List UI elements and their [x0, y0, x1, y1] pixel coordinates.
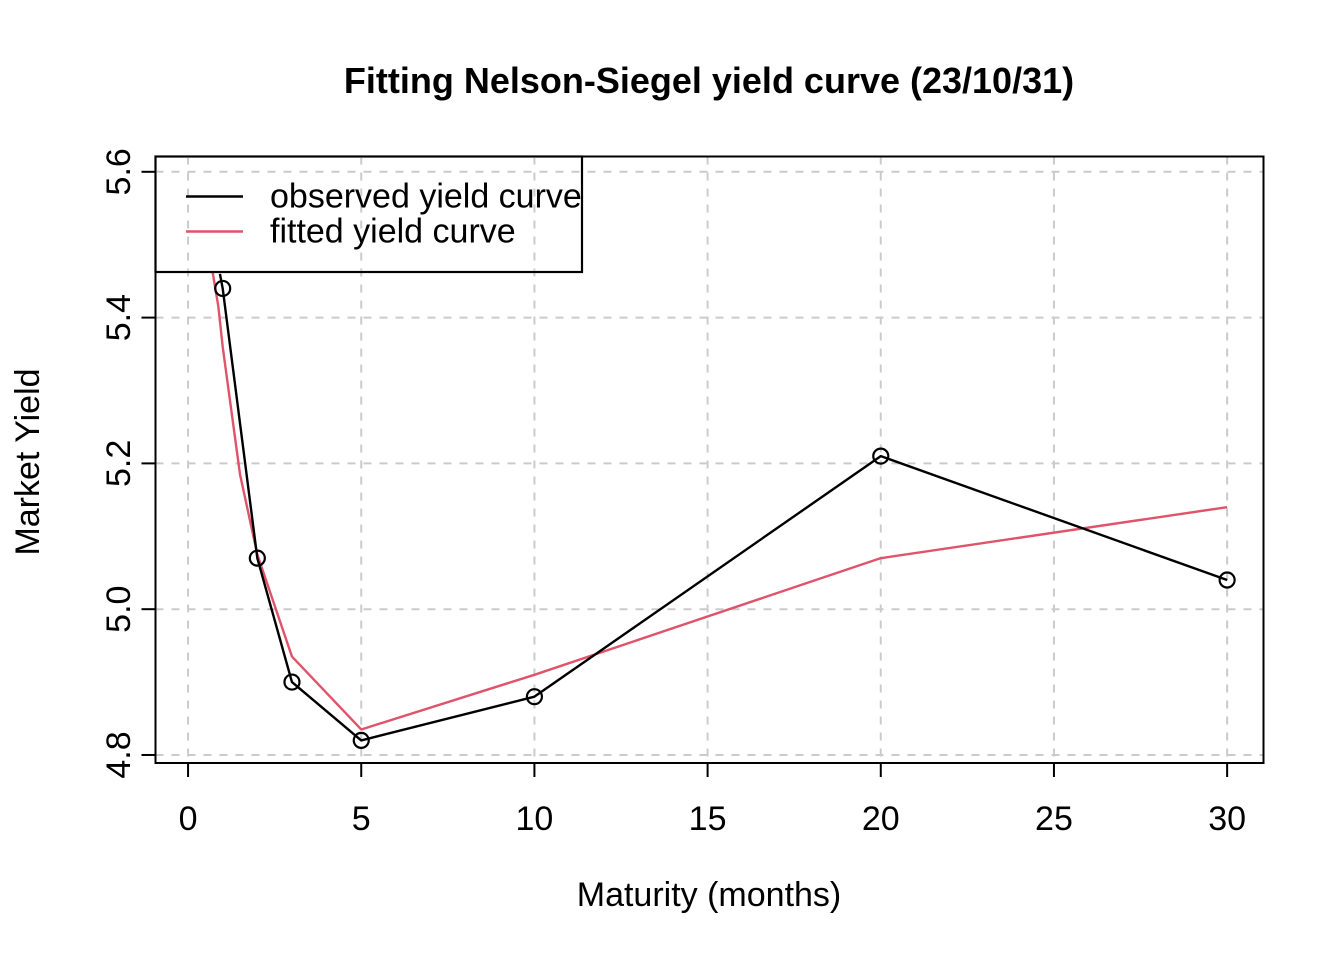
x-axis-title: Maturity (months) — [576, 876, 842, 914]
x-tick-label: 25 — [1035, 800, 1073, 838]
legend-box — [154, 155, 584, 274]
observed-point-marker — [214, 279, 232, 298]
x-tick-label: 5 — [352, 800, 371, 838]
plot-border — [154, 155, 1265, 764]
observed-point-marker — [1218, 571, 1236, 589]
y-tick-label: 5.4 — [100, 294, 138, 341]
observed-curve — [218, 273, 1228, 742]
fitted-curve — [211, 270, 1228, 731]
chart-title: Fitting Nelson-Siegel yield curve (23/10… — [343, 60, 1075, 101]
x-tick-label: 10 — [516, 800, 554, 838]
y-tick-label: 5.0 — [100, 586, 138, 633]
observed-point-marker — [525, 688, 544, 706]
x-tick-label: 15 — [689, 800, 727, 838]
y-tick-label: 5.6 — [100, 148, 138, 195]
x-tick-label: 20 — [862, 800, 900, 838]
legend-grid-overlay — [156, 157, 581, 271]
observed-point-marker — [872, 447, 890, 465]
x-tick-label: 30 — [1208, 800, 1246, 838]
legend-label: observed yield curve — [270, 178, 582, 216]
y-axis-title: Market Yield — [9, 368, 47, 556]
y-tick-label: 4.8 — [100, 731, 138, 778]
y-tick-label: 5.2 — [100, 440, 138, 487]
x-tick-label: 0 — [179, 800, 198, 838]
observed-point-marker — [352, 731, 370, 750]
observed-point-marker — [283, 673, 301, 691]
legend-label: fitted yield curve — [270, 213, 516, 251]
observed-point-marker — [248, 549, 266, 567]
